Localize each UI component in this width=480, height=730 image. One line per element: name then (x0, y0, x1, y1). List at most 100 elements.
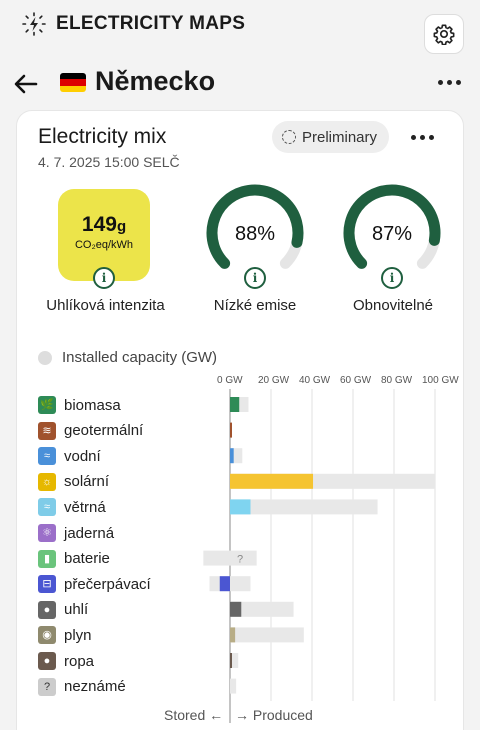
source-label: větrná (64, 498, 106, 516)
x-tick-label: 100 GW (422, 375, 459, 386)
card-datetime: 4. 7. 2025 15:00 SELČ (38, 154, 180, 170)
coal-drop-icon: ● (38, 600, 56, 619)
source-row-přečerpávací[interactable]: ⊟ přečerpávací (38, 574, 151, 594)
x-tick-label: 80 GW (381, 375, 413, 386)
gas-flame-icon: ◉ (38, 626, 56, 645)
source-row-geotermální[interactable]: ≋ geotermální (38, 421, 143, 441)
renewable-gauge[interactable] (340, 181, 444, 285)
gauge-fill (343, 184, 441, 269)
source-label: přečerpávací (64, 575, 151, 593)
source-row-větrná[interactable]: ≈ větrná (38, 497, 106, 517)
source-row-biomasa[interactable]: 🌿 biomasa (38, 395, 121, 415)
source-label: geotermální (64, 422, 144, 440)
stored-bar (219, 576, 230, 592)
capacity-legend[interactable]: Installed capacity (GW) (38, 349, 217, 366)
zone-more-button[interactable] (434, 68, 464, 96)
source-row-plyn[interactable]: ◉ plyn (38, 625, 92, 645)
battery-unknown-label: ? (237, 554, 243, 566)
source-row-vodní[interactable]: ≈ vodní (38, 446, 101, 466)
source-label: plyn (64, 626, 92, 644)
capacity-bar (230, 397, 249, 412)
capacity-bar (230, 601, 294, 617)
produced-bar (230, 601, 242, 617)
battery-icon: ▮ (38, 549, 56, 568)
source-label: baterie (64, 550, 110, 568)
carbon-intensity-number: 149 (81, 213, 117, 236)
pumped-storage-icon: ⊟ (38, 575, 56, 594)
wind-icon: ≈ (38, 498, 56, 517)
info-icon[interactable]: i (381, 267, 403, 289)
flag-stripe-black (60, 73, 86, 80)
low-emission-label: Nízké emise (213, 297, 297, 314)
produced-bar (230, 499, 251, 515)
info-icon[interactable]: i (244, 267, 266, 289)
carbon-intensity-value: 149g (58, 213, 150, 237)
lightning-logo-icon (22, 12, 46, 36)
x-tick-label: 20 GW (258, 375, 290, 386)
produced-bar (230, 397, 240, 412)
x-tick-label: 0 GW (217, 375, 243, 386)
capacity-bar (230, 627, 304, 643)
capacity-bar (230, 473, 435, 489)
source-row-neznámé[interactable]: ? neznámé (38, 677, 126, 697)
flag-stripe-gold (60, 85, 86, 92)
more-dot (455, 79, 461, 85)
capacity-bar (230, 653, 239, 668)
low-emission-gauge[interactable] (203, 181, 307, 285)
gauge-fill (206, 184, 304, 269)
brand[interactable]: ELECTRICITY MAPS (22, 12, 245, 36)
produced-bar (230, 422, 232, 438)
x-tick-label: 60 GW (340, 375, 372, 386)
renewable-value: 87% (371, 223, 413, 245)
arrow-left-icon[interactable] (12, 70, 40, 98)
info-icon[interactable]: i (93, 267, 115, 289)
capacity-bar (230, 499, 378, 515)
gear-icon (433, 24, 455, 45)
source-label: solární (64, 473, 110, 491)
low-emission-value: 88% (234, 223, 276, 245)
capacity-bar (230, 448, 243, 464)
more-dot (428, 134, 434, 140)
produced-bar (230, 627, 236, 643)
renewable-label: Obnovitelné (352, 297, 434, 314)
source-label: uhlí (64, 601, 89, 619)
leaf-icon: 🌿 (38, 396, 56, 414)
question-icon: ? (38, 677, 56, 696)
card-more-button[interactable] (407, 125, 437, 149)
stored-capacity-bar (209, 576, 230, 592)
water-icon: ≈ (38, 447, 56, 466)
source-row-jaderná[interactable]: ⚛ jaderná (38, 523, 114, 543)
more-dot (419, 134, 425, 140)
produced-bar (230, 448, 234, 464)
source-row-baterie[interactable]: ▮ baterie (38, 549, 110, 569)
source-label: vodní (64, 447, 101, 465)
app-title: ELECTRICITY MAPS (56, 13, 246, 34)
top-bar: ELECTRICITY MAPS (0, 0, 480, 56)
more-dot (446, 79, 452, 85)
stored-label: Stored ← (164, 707, 224, 723)
source-label: biomasa (64, 396, 121, 414)
dashed-circle-icon (282, 130, 296, 144)
source-label: jaderná (64, 524, 115, 542)
source-row-solární[interactable]: ☼ solární (38, 472, 109, 492)
oil-drop-icon: ● (38, 652, 56, 670)
geothermal-icon: ≋ (38, 421, 56, 440)
settings-button[interactable] (424, 14, 464, 54)
preliminary-badge[interactable]: Preliminary (272, 121, 390, 153)
stored-capacity-bar (203, 550, 230, 566)
capacity-bar (230, 422, 232, 438)
source-row-uhlí[interactable]: ● uhlí (38, 600, 88, 620)
produced-bar (230, 473, 314, 489)
capacity-legend-label: Installed capacity (GW) (62, 349, 218, 366)
zone-header: Německo (0, 62, 480, 106)
source-row-ropa[interactable]: ● ropa (38, 651, 94, 671)
atom-icon: ⚛ (38, 524, 56, 542)
preliminary-label: Preliminary (302, 128, 378, 146)
produced-bar (230, 653, 232, 668)
electricity-mix-card: Electricity mix 4. 7. 2025 15:00 SELČ Pr… (16, 110, 464, 730)
carbon-intensity-box[interactable]: 149g CO₂eq/kWh (58, 189, 150, 281)
more-dot (410, 134, 416, 140)
card-title: Electricity mix (38, 125, 167, 148)
x-tick-label: 40 GW (299, 375, 331, 386)
capacity-bar (230, 678, 237, 694)
